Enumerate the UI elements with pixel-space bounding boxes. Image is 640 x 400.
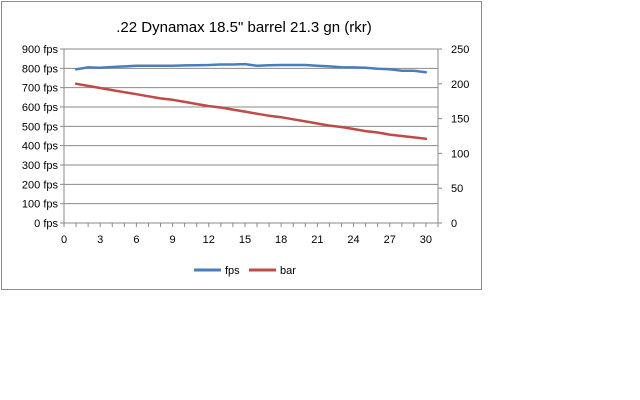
right-axis-ticks: 0 50 100 150 200 250 <box>451 44 469 230</box>
x-tick-label: 18 <box>275 234 287 246</box>
line-chart: .22 Dynamax 18.5" barrel 21.3 gn (rkr) 0… <box>22 19 469 277</box>
chart-title: .22 Dynamax 18.5" barrel 21.3 gn (rkr) <box>116 19 371 36</box>
series-line-fps <box>74 62 428 74</box>
series-lines <box>74 62 428 141</box>
x-tick-label: 3 <box>97 234 103 246</box>
x-tick-label: 6 <box>133 234 139 246</box>
left-tick-label: 400 fps <box>22 141 59 153</box>
x-tick-label: 30 <box>420 234 432 246</box>
legend-item-bar: bar <box>249 265 296 277</box>
x-tick-label: 0 <box>61 234 67 246</box>
right-tick-label: 150 <box>451 114 469 126</box>
chart-frame: .22 Dynamax 18.5" barrel 21.3 gn (rkr) 0… <box>1 1 482 290</box>
left-tick-label: 300 fps <box>22 160 59 172</box>
left-tick-label: 0 fps <box>34 218 58 230</box>
left-tick-label: 800 fps <box>22 63 59 75</box>
left-tick-label: 200 fps <box>22 179 59 191</box>
series-line-bar <box>74 82 428 141</box>
x-axis-ticks: 0 3 6 9 12 15 18 21 24 27 30 <box>61 234 432 246</box>
x-tick-label: 24 <box>347 234 359 246</box>
gridlines <box>64 48 438 205</box>
axes <box>60 48 442 227</box>
x-tick-label: 9 <box>170 234 176 246</box>
legend: fps bar <box>194 265 296 277</box>
x-tick-label: 27 <box>384 234 396 246</box>
right-tick-label: 50 <box>451 183 463 195</box>
left-tick-label: 100 fps <box>22 199 59 211</box>
legend-item-fps: fps <box>194 265 240 277</box>
left-tick-label: 600 fps <box>22 102 59 114</box>
legend-label: bar <box>280 265 296 277</box>
left-axis-ticks: 0 fps 100 fps 200 fps 300 fps 400 fps 500 fps… <box>22 44 59 230</box>
right-tick-label: 250 <box>451 44 469 56</box>
right-tick-label: 0 <box>451 218 457 230</box>
x-tick-label: 12 <box>203 234 215 246</box>
left-tick-label: 700 fps <box>22 83 59 95</box>
right-tick-label: 100 <box>451 148 469 160</box>
x-tick-label: 15 <box>239 234 251 246</box>
left-tick-label: 900 fps <box>22 44 59 56</box>
left-tick-label: 500 fps <box>22 121 59 133</box>
right-tick-label: 200 <box>451 79 469 91</box>
x-tick-label: 21 <box>311 234 323 246</box>
legend-label: fps <box>225 265 240 277</box>
